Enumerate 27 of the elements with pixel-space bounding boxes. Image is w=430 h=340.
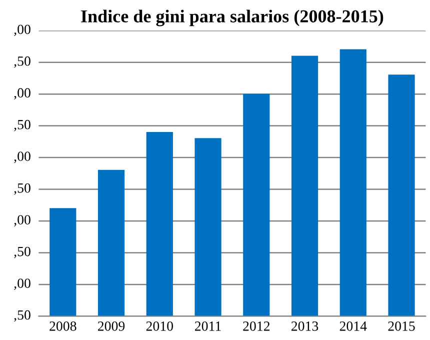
text: ,50 (14, 56, 30, 68)
bar (98, 170, 125, 316)
x-tick-label: 2008 (50, 321, 76, 331)
bar (194, 138, 222, 316)
bar (388, 74, 415, 316)
text: ,00 (14, 24, 30, 36)
text: ,50 (14, 246, 30, 258)
bar (243, 94, 270, 316)
bar (340, 49, 366, 316)
x-tick-label: 2012 (243, 321, 270, 331)
bar (50, 208, 76, 316)
text: ,00 (14, 278, 30, 290)
text: ,00 (14, 152, 30, 164)
text: ,50 (14, 120, 30, 132)
x-tick-label: 2010 (146, 321, 173, 331)
x-tick-label: 2009 (98, 321, 125, 331)
chart-title: Indice de gini para salarios (2008-2015) (81, 10, 384, 26)
x-tick-label: 2015 (388, 321, 415, 331)
text: ,50 (14, 183, 30, 195)
bar (146, 132, 173, 316)
text: ,00 (14, 215, 30, 226)
text: ,00 (14, 88, 30, 100)
x-tick-label: 2013 (291, 321, 318, 331)
x-tick-label: 2014 (340, 321, 367, 331)
text: ,50 (14, 310, 30, 322)
x-tick-label: 2011 (194, 321, 221, 331)
bar (291, 56, 318, 316)
